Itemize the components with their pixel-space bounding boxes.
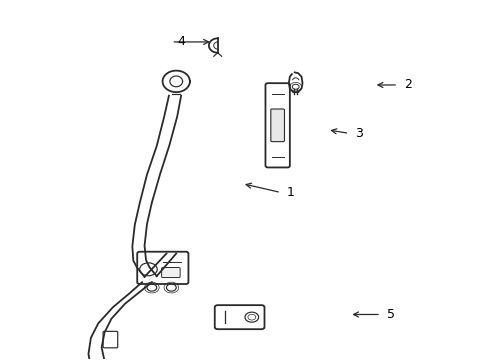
Text: 1: 1 (286, 186, 294, 199)
Text: 4: 4 (177, 35, 184, 49)
FancyBboxPatch shape (265, 83, 289, 167)
Text: 5: 5 (386, 308, 394, 321)
Text: 2: 2 (403, 78, 411, 91)
FancyBboxPatch shape (103, 331, 118, 348)
FancyBboxPatch shape (137, 252, 188, 284)
Text: 3: 3 (354, 127, 362, 140)
FancyBboxPatch shape (270, 109, 284, 141)
FancyBboxPatch shape (214, 305, 264, 329)
FancyBboxPatch shape (161, 267, 180, 278)
